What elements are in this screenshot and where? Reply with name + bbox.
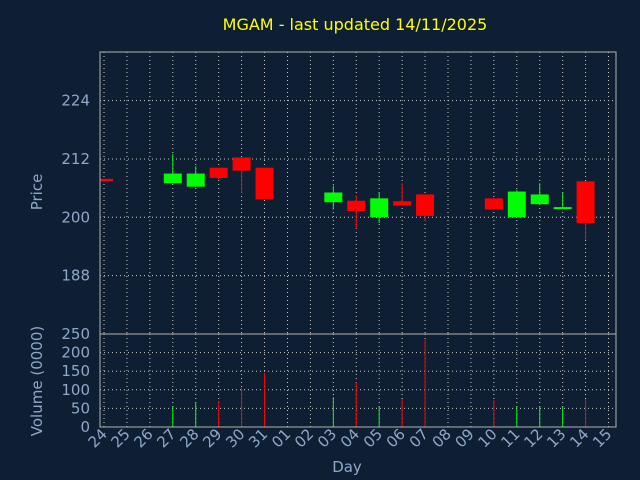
candle-body (324, 192, 343, 203)
candle-body (163, 173, 182, 184)
volume-axis-label: Volume (0000) (28, 326, 46, 436)
candle-body (255, 167, 274, 200)
volume-tick-label: 150 (61, 362, 90, 380)
price-tick-label: 200 (61, 208, 90, 226)
candle-body (416, 194, 435, 216)
x-axis-label: Day (332, 458, 362, 476)
price-tick-label: 212 (61, 150, 90, 168)
candle-body (484, 198, 503, 210)
candle-body (530, 194, 549, 205)
price-axis-label: Price (28, 174, 46, 211)
volume-tick-label: 250 (61, 325, 90, 343)
candle-body (370, 198, 389, 218)
candle-body (232, 157, 251, 171)
volume-tick-label: 200 (61, 344, 90, 362)
volume-tick-label: 0 (80, 418, 90, 436)
candle-body (576, 181, 595, 224)
candle-body (393, 201, 412, 206)
price-tick-label: 188 (61, 267, 90, 285)
candle-body (186, 173, 205, 187)
volume-tick-label: 100 (61, 381, 90, 399)
x-tick-label: 15 (589, 425, 615, 451)
chart-title: MGAM - last updated 14/11/2025 (223, 15, 488, 34)
volume-tick-label: 50 (71, 399, 90, 417)
x-tick-labels: 2425262728293031010203040506070809101112… (85, 425, 616, 451)
price-panel-frame (99, 51, 617, 335)
price-tick-label: 224 (61, 92, 90, 110)
candle-body (209, 167, 228, 178)
candle-body (100, 178, 113, 182)
volume-panel-frame (99, 333, 617, 428)
candle-body (347, 200, 366, 211)
candle-body (507, 191, 526, 218)
candle-body (553, 207, 572, 210)
price-panel: 188 200 212 224 (61, 51, 617, 335)
